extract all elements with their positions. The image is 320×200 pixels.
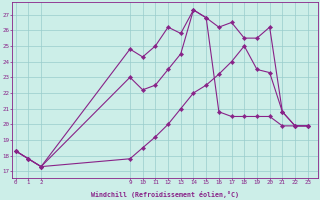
X-axis label: Windchill (Refroidissement éolien,°C): Windchill (Refroidissement éolien,°C) [91, 191, 239, 198]
